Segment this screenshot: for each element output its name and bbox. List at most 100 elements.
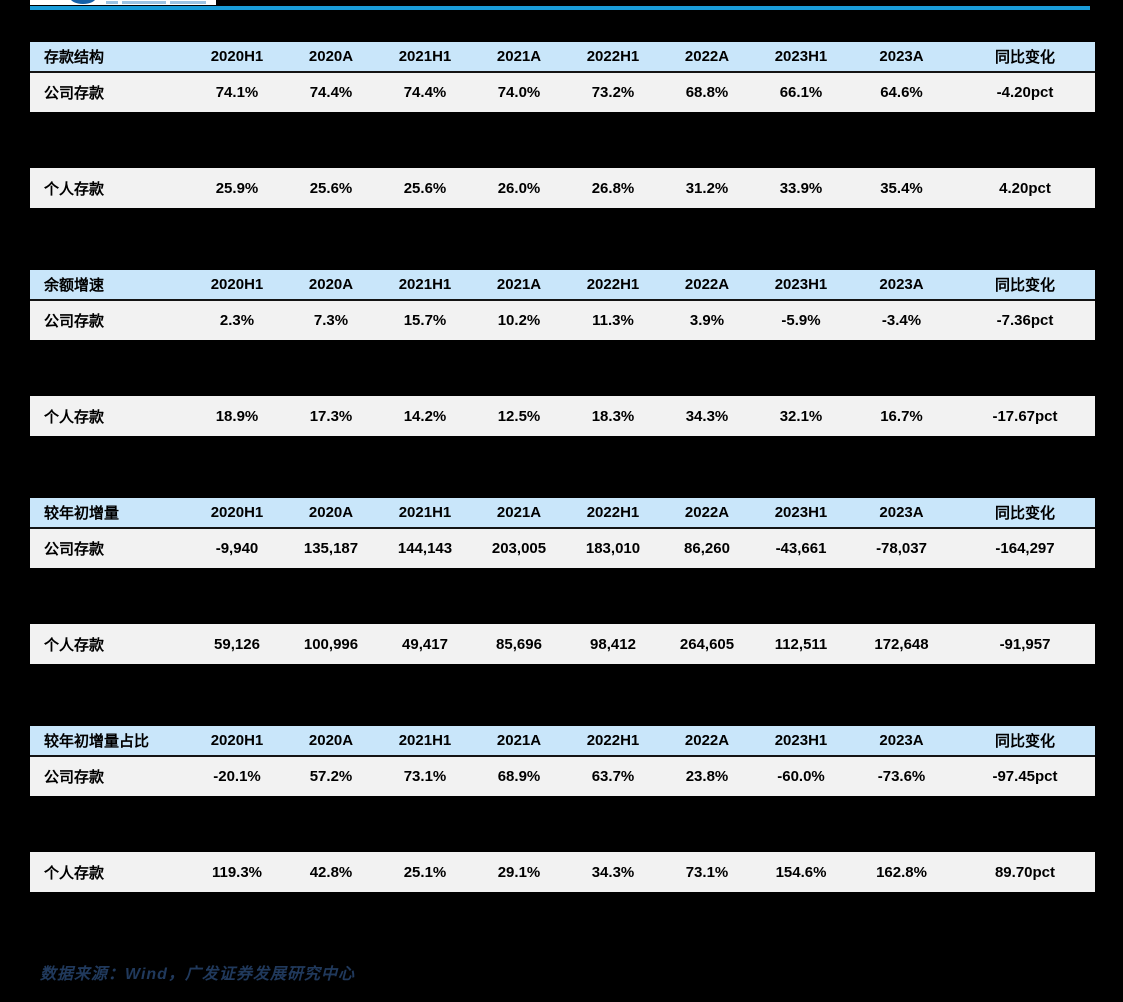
data-cell: -3.4%	[881, 312, 922, 329]
table-deposit-structure: 存款结构 2020H1 2020A 2021H1 2021A 2022H1 20…	[30, 42, 1095, 208]
column-header: 2022A	[660, 498, 754, 529]
data-cell: 66.1%	[779, 84, 823, 101]
table-ytd-increase-share: 较年初增量占比 2020H1 2020A 2021H1 2021A 2022H1…	[30, 726, 1095, 892]
data-cell: 10.2%	[497, 312, 541, 329]
data-cell: 73.1%	[685, 863, 729, 881]
column-header: 2020H1	[190, 498, 284, 529]
data-cell: 7.3%	[313, 312, 349, 329]
data-cell: 135,187	[303, 540, 359, 557]
table-balance-growth: 余额增速 2020H1 2020A 2021H1 2021A 2022H1 20…	[30, 270, 1095, 436]
data-cell: 63.7%	[591, 768, 635, 785]
table-row: 个人存款 18.9% 17.3% 14.2% 12.5% 18.3% 34.3%…	[30, 396, 1095, 436]
column-header: 2020A	[284, 42, 378, 73]
data-cell: -164,297	[995, 540, 1055, 557]
data-cell: 34.3%	[685, 407, 729, 425]
data-cell: 57.2%	[309, 768, 353, 785]
table-gap	[30, 340, 1095, 396]
table-title: 较年初增量	[30, 498, 190, 529]
data-cell: 42.8%	[309, 863, 353, 881]
data-cell: 119.3%	[211, 863, 263, 881]
table-title: 余额增速	[30, 270, 190, 301]
table-gap	[30, 796, 1095, 852]
data-cell: -91,957	[999, 635, 1051, 653]
data-cell: 98,412	[590, 635, 636, 653]
table-row: 个人存款 25.9% 25.6% 25.6% 26.0% 26.8% 31.2%…	[30, 168, 1095, 208]
column-header: 2023A	[848, 726, 955, 757]
column-header: 2020A	[284, 270, 378, 301]
data-cell: 18.3%	[591, 407, 635, 425]
table-header-row: 存款结构 2020H1 2020A 2021H1 2021A 2022H1 20…	[30, 42, 1095, 73]
data-cell: 34.3%	[591, 863, 635, 881]
data-cell: 25.1%	[403, 863, 447, 881]
data-cell: -78,037	[876, 540, 927, 557]
table-row: 公司存款 74.1% 74.4% 74.4% 74.0% 73.2% 68.8%…	[30, 72, 1095, 112]
column-header: 2022A	[660, 270, 754, 301]
data-cell: 64.6%	[880, 84, 923, 101]
data-cell: 18.9%	[215, 407, 259, 425]
column-header: 2021A	[472, 270, 566, 301]
row-label: 公司存款	[44, 541, 105, 558]
data-cell: 15.7%	[403, 312, 447, 329]
column-header: 2021H1	[378, 42, 472, 73]
data-cell: 73.1%	[403, 768, 447, 785]
column-header: 2022H1	[566, 726, 660, 757]
column-header: 2023H1	[754, 270, 848, 301]
accent-divider-line	[30, 6, 1090, 10]
data-cell: 203,005	[491, 540, 547, 557]
table-row: 公司存款 -20.1% 57.2% 73.1% 68.9% 63.7% 23.8…	[30, 756, 1095, 796]
data-cell: -17.67pct	[992, 407, 1058, 425]
data-cell: 74.4%	[309, 84, 353, 101]
row-label: 个人存款	[44, 180, 105, 198]
column-header: 2023A	[848, 270, 955, 301]
data-cell: 17.3%	[309, 407, 353, 425]
data-cell: 25.9%	[215, 179, 259, 197]
data-cell: -97.45pct	[992, 768, 1058, 785]
row-label: 个人存款	[44, 636, 105, 654]
column-header: 2022A	[660, 42, 754, 73]
data-cell: 32.1%	[779, 407, 823, 425]
data-cell: 26.0%	[497, 179, 541, 197]
data-cell: -60.0%	[777, 768, 825, 785]
table-gap	[30, 568, 1095, 624]
data-cell: 29.1%	[497, 863, 541, 881]
table-row: 公司存款 -9,940 135,187 144,143 203,005 183,…	[30, 528, 1095, 568]
data-cell: 74.0%	[497, 84, 541, 101]
row-label: 公司存款	[44, 313, 105, 330]
column-header: 同比变化	[955, 270, 1095, 301]
data-cell: 4.20pct	[999, 179, 1051, 197]
column-header: 同比变化	[955, 42, 1095, 73]
data-cell: 35.4%	[880, 179, 923, 197]
column-header: 2021A	[472, 498, 566, 529]
data-cell: -73.6%	[877, 768, 926, 785]
data-cell: 162.8%	[876, 863, 927, 881]
data-cell: -43,661	[775, 540, 827, 557]
table-header-row: 较年初增量占比 2020H1 2020A 2021H1 2021A 2022H1…	[30, 726, 1095, 757]
column-header: 2020H1	[190, 42, 284, 73]
data-cell: 74.1%	[215, 84, 259, 101]
data-cell: 33.9%	[779, 179, 823, 197]
data-cell: 26.8%	[591, 179, 635, 197]
data-source-note: 数据来源：Wind，广发证券发展研究中心	[40, 966, 355, 983]
column-header: 2022H1	[566, 498, 660, 529]
column-header: 2022H1	[566, 270, 660, 301]
column-header: 2023H1	[754, 726, 848, 757]
data-cell: 12.5%	[497, 407, 541, 425]
column-header: 2022A	[660, 726, 754, 757]
data-cell: 68.8%	[685, 84, 729, 101]
column-header: 2021H1	[378, 270, 472, 301]
data-cell: 16.7%	[880, 407, 923, 425]
row-label: 公司存款	[44, 769, 105, 786]
row-label: 个人存款	[44, 408, 105, 426]
data-cell: 85,696	[496, 635, 542, 653]
table-header-row: 余额增速 2020H1 2020A 2021H1 2021A 2022H1 20…	[30, 270, 1095, 301]
data-cell: 23.8%	[685, 768, 729, 785]
data-cell: 100,996	[303, 635, 359, 653]
column-header: 2021H1	[378, 726, 472, 757]
data-cell: 25.6%	[309, 179, 353, 197]
table-row: 公司存款 2.3% 7.3% 15.7% 10.2% 11.3% 3.9% -5…	[30, 300, 1095, 340]
data-cell: 59,126	[214, 635, 260, 653]
brand-globe-icon	[70, 0, 96, 4]
data-cell: -20.1%	[213, 768, 261, 785]
column-header: 同比变化	[955, 726, 1095, 757]
data-cell: -9,940	[215, 540, 259, 557]
